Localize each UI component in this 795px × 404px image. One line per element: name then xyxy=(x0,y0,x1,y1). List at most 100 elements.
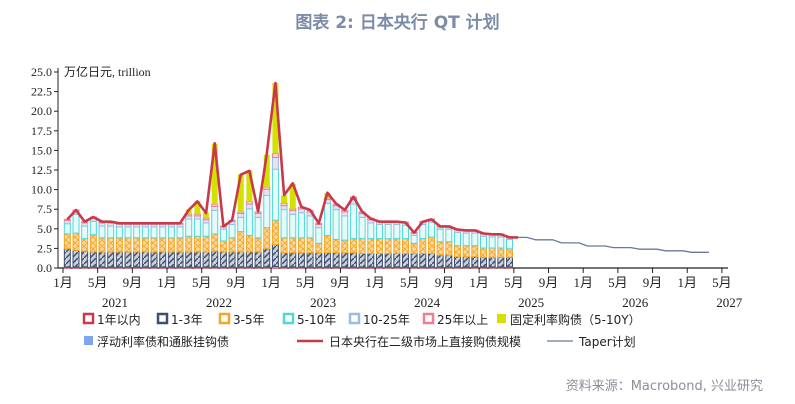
x-tick-label: 5月 xyxy=(400,275,420,290)
x-tick-label: 5月 xyxy=(192,275,212,290)
bar-segment xyxy=(323,202,331,236)
bar-segment xyxy=(436,254,444,268)
legend-swatch xyxy=(156,312,169,325)
bar-segment xyxy=(211,250,219,268)
x-tick-label: 9月 xyxy=(643,275,663,290)
bar-segment xyxy=(306,215,314,239)
bar-segment xyxy=(341,252,349,268)
bar-segment xyxy=(445,254,453,268)
bar-segment xyxy=(202,235,210,253)
legend-label: Taper计划 xyxy=(578,335,636,349)
bar-segment xyxy=(497,236,505,249)
bar-segment xyxy=(497,256,505,268)
x-tick-label: 9月 xyxy=(331,275,351,290)
bar-segment xyxy=(98,237,106,253)
bar-segment xyxy=(107,251,115,268)
bar-segment xyxy=(263,227,271,250)
bar-segment xyxy=(506,248,514,258)
bar-segment xyxy=(185,218,193,237)
legend-swatch xyxy=(282,312,295,325)
legend-swatch xyxy=(218,312,231,325)
bar-segment xyxy=(271,243,279,267)
bar-segment xyxy=(436,228,444,243)
x-tick-label: 9月 xyxy=(123,275,143,290)
bar-segment xyxy=(115,237,123,253)
legend-label: 日本央行在二级市场上直接购债规模 xyxy=(329,334,521,349)
bar-segment xyxy=(89,220,97,236)
legend-label: 浮动利率债和通胀挂钩债 xyxy=(97,334,229,349)
x-tick-label: 1月 xyxy=(573,275,593,290)
bar-segment xyxy=(237,213,245,218)
bar-segment xyxy=(410,234,418,244)
bar-segment xyxy=(280,202,288,207)
x-year-label: 2025 xyxy=(518,295,544,310)
bar-segment xyxy=(193,251,201,268)
bar-segment xyxy=(237,174,244,212)
bar-segment xyxy=(289,252,297,268)
bar-segment xyxy=(167,226,175,239)
y-tick-label: 10.0 xyxy=(31,183,52,197)
bar-segment xyxy=(63,223,71,235)
bar-segment xyxy=(488,236,496,249)
bar-segment xyxy=(280,252,288,268)
bar-segment xyxy=(219,228,227,242)
bar-segment xyxy=(401,224,409,240)
bar-segment xyxy=(193,218,201,237)
bar-segment xyxy=(297,212,305,239)
bar-segment xyxy=(228,223,236,239)
bar-segment xyxy=(159,237,167,253)
bar-segment xyxy=(375,223,383,240)
x-tick-label: 1月 xyxy=(365,275,385,290)
bar-segment xyxy=(367,238,375,254)
bar-segment xyxy=(211,205,219,211)
x-tick-label: 1月 xyxy=(53,275,73,290)
bar-segment xyxy=(315,242,323,254)
bar-segment xyxy=(479,256,487,268)
bar-segment xyxy=(202,251,210,268)
bar-segment xyxy=(289,237,297,254)
bar-segment xyxy=(72,249,80,268)
legend-label: 固定利率购债（5-10Y） xyxy=(510,312,641,327)
bar-segment xyxy=(462,232,470,247)
legend-swatch xyxy=(82,312,95,325)
bar-segment xyxy=(107,225,115,239)
x-tick-label: 5月 xyxy=(88,275,108,290)
bar-segment xyxy=(141,237,149,253)
bar-segment xyxy=(245,203,253,210)
bar-segment xyxy=(193,213,201,217)
bar-segment xyxy=(176,226,184,239)
bar-segment xyxy=(263,194,271,229)
bar-segment xyxy=(63,248,71,268)
bar-segment xyxy=(254,237,262,253)
bar-segment xyxy=(245,208,253,236)
bar-segment xyxy=(176,237,184,253)
bar-segment xyxy=(124,251,132,268)
bar-segment xyxy=(133,226,141,239)
bar-segment xyxy=(271,156,279,170)
x-tick-label: 1月 xyxy=(261,275,281,290)
legend-swatch xyxy=(497,314,506,323)
bar-segment xyxy=(211,143,218,205)
bar-segment xyxy=(401,238,409,254)
bar-segment xyxy=(245,251,253,268)
bar-segment xyxy=(254,213,262,218)
bar-segment xyxy=(237,231,245,253)
legend-label: 10-25年 xyxy=(363,313,410,327)
bar-segment xyxy=(375,238,383,254)
bar-segment xyxy=(115,251,123,268)
bar-segment xyxy=(358,252,366,268)
bar-segment xyxy=(159,226,167,239)
bar-segment xyxy=(506,256,514,268)
bar-segment xyxy=(263,186,271,190)
bar-segment xyxy=(81,225,89,240)
y-tick-label: 7.5 xyxy=(37,202,52,216)
bar-segment xyxy=(141,226,149,239)
bar-segment xyxy=(211,233,219,252)
source-note: 资料来源：Macrobond, 兴业研究 xyxy=(565,379,763,394)
bar-segment xyxy=(427,221,435,238)
bar-segment xyxy=(98,225,106,239)
x-year-label: 2022 xyxy=(206,295,232,310)
bar-segment xyxy=(393,238,401,254)
x-year-label: 2026 xyxy=(622,295,649,310)
bar-segment xyxy=(245,201,253,205)
